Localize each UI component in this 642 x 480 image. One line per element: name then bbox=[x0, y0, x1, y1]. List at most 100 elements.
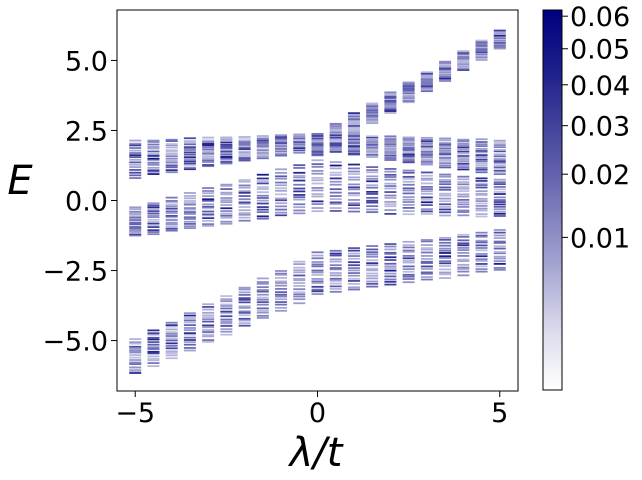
energy-level-mark bbox=[384, 275, 397, 278]
energy-level-mark bbox=[311, 271, 324, 274]
colorbar-tick-label: 0.04 bbox=[570, 71, 630, 102]
energy-level-mark bbox=[183, 140, 196, 142]
energy-level-mark bbox=[475, 213, 488, 215]
energy-level-mark bbox=[183, 314, 196, 317]
energy-level-mark bbox=[439, 158, 452, 161]
energy-level-mark bbox=[420, 160, 433, 163]
energy-level-mark bbox=[493, 155, 506, 158]
energy-level-mark bbox=[329, 274, 342, 277]
energy-level-mark bbox=[165, 169, 178, 172]
energy-level-mark bbox=[366, 149, 379, 151]
energy-level-mark bbox=[366, 264, 379, 267]
y-tick-label: −2.5 bbox=[42, 257, 108, 288]
energy-level-mark bbox=[329, 174, 342, 176]
energy-level-mark bbox=[238, 288, 251, 291]
energy-level-mark bbox=[366, 211, 379, 214]
energy-level-mark bbox=[202, 136, 215, 139]
energy-level-mark bbox=[275, 298, 288, 301]
energy-level-mark bbox=[275, 147, 288, 150]
energy-level-mark bbox=[493, 242, 506, 244]
energy-level-mark bbox=[165, 164, 178, 167]
energy-level-mark bbox=[129, 338, 142, 341]
energy-level-mark bbox=[420, 278, 433, 281]
energy-level-mark bbox=[275, 309, 288, 312]
energy-level-mark bbox=[457, 56, 470, 59]
energy-level-mark bbox=[493, 45, 506, 48]
energy-level-mark bbox=[311, 159, 324, 162]
energy-level-mark bbox=[202, 207, 215, 210]
energy-level-mark bbox=[311, 288, 324, 291]
energy-level-mark bbox=[402, 86, 415, 89]
energy-level-mark bbox=[183, 349, 196, 352]
energy-level-mark bbox=[439, 143, 452, 146]
energy-level-mark bbox=[384, 278, 397, 281]
energy-level-mark bbox=[220, 212, 233, 215]
energy-level-mark bbox=[293, 148, 306, 150]
energy-level-mark bbox=[457, 252, 470, 254]
energy-level-mark bbox=[420, 262, 433, 264]
energy-level-mark bbox=[275, 184, 288, 187]
energy-level-mark bbox=[256, 180, 269, 183]
energy-level-mark bbox=[366, 177, 379, 180]
energy-level-mark bbox=[439, 255, 452, 258]
energy-level-mark bbox=[311, 136, 324, 139]
energy-level-mark bbox=[293, 171, 306, 174]
energy-level-mark bbox=[420, 81, 433, 84]
energy-level-mark bbox=[420, 85, 433, 88]
energy-level-mark bbox=[366, 111, 379, 114]
energy-level-mark bbox=[475, 263, 488, 265]
energy-level-mark bbox=[347, 163, 360, 166]
energy-level-mark bbox=[183, 347, 196, 349]
energy-level-mark bbox=[256, 144, 269, 147]
energy-level-mark bbox=[293, 164, 306, 167]
energy-level-mark bbox=[256, 186, 269, 189]
energy-level-mark bbox=[457, 146, 470, 149]
energy-level-mark bbox=[129, 144, 142, 147]
energy-level-mark bbox=[256, 309, 269, 312]
energy-level-mark bbox=[475, 138, 488, 141]
energy-level-mark bbox=[293, 174, 306, 177]
energy-level-mark bbox=[366, 135, 379, 138]
energy-level-mark bbox=[347, 148, 360, 151]
energy-level-mark bbox=[183, 156, 196, 159]
energy-level-mark bbox=[329, 268, 342, 271]
energy-level-mark bbox=[347, 183, 360, 186]
energy-level-mark bbox=[183, 227, 196, 230]
energy-level-mark bbox=[420, 80, 433, 83]
energy-level-mark bbox=[439, 68, 452, 71]
energy-level-mark bbox=[439, 197, 452, 200]
energy-level-mark bbox=[475, 207, 488, 210]
energy-level-mark bbox=[129, 154, 142, 157]
energy-level-mark bbox=[238, 186, 251, 189]
energy-level-mark bbox=[293, 271, 306, 274]
energy-level-mark bbox=[347, 170, 360, 173]
energy-level-mark bbox=[147, 212, 160, 215]
energy-level-mark bbox=[275, 197, 288, 200]
energy-level-mark bbox=[402, 198, 415, 201]
energy-level-mark bbox=[366, 118, 379, 121]
energy-level-mark bbox=[475, 197, 488, 200]
energy-level-mark bbox=[439, 271, 452, 274]
energy-level-mark bbox=[183, 329, 196, 332]
y-tick-label: 5.0 bbox=[65, 46, 108, 77]
energy-level-mark bbox=[439, 186, 452, 189]
energy-level-mark bbox=[402, 159, 415, 162]
energy-level-mark bbox=[420, 251, 433, 254]
energy-level-mark bbox=[147, 146, 160, 148]
energy-level-mark bbox=[129, 226, 142, 228]
energy-level-mark bbox=[457, 175, 470, 178]
energy-level-mark bbox=[238, 153, 251, 156]
energy-level-mark bbox=[439, 183, 452, 186]
energy-level-mark bbox=[329, 146, 342, 149]
energy-level-mark bbox=[384, 265, 397, 268]
energy-level-mark bbox=[475, 167, 488, 169]
energy-level-mark bbox=[457, 195, 470, 198]
energy-level-mark bbox=[293, 190, 306, 193]
energy-level-mark bbox=[220, 216, 233, 219]
energy-level-mark bbox=[493, 212, 506, 215]
energy-level-mark bbox=[493, 150, 506, 153]
energy-level-mark bbox=[275, 145, 288, 147]
energy-level-mark bbox=[402, 257, 415, 260]
energy-level-mark bbox=[147, 216, 160, 219]
energy-level-mark bbox=[402, 89, 415, 92]
